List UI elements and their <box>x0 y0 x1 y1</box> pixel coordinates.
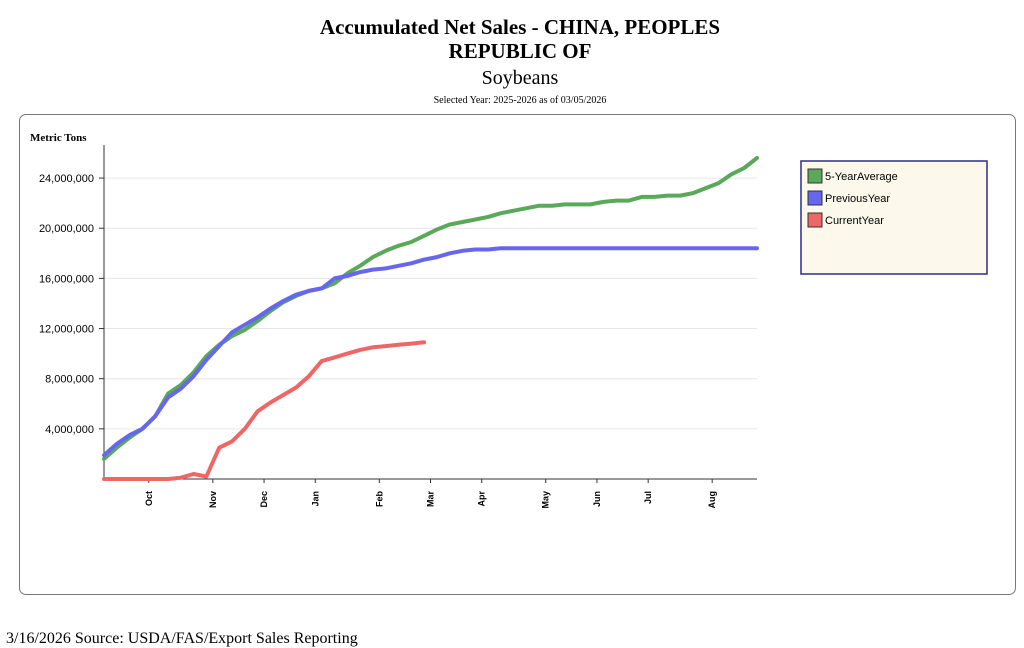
y-tick-label: 12,000,000 <box>39 324 94 336</box>
source-footer: 3/16/2026 Source: USDA/FAS/Export Sales … <box>6 630 358 647</box>
legend-label: 5-YearAverage <box>825 171 898 183</box>
chart-title-line1: Accumulated Net Sales - CHINA, PEOPLES <box>319 15 721 39</box>
commodity-subtitle: Soybeans <box>481 67 559 89</box>
x-tick-label: Apr <box>477 491 487 507</box>
chart-frame: Metric Tons 4,000,000 8,000,000 12,000,000 1… <box>19 114 1016 595</box>
x-tick-label: Aug <box>707 491 717 509</box>
x-tick-label: Oct <box>144 491 154 506</box>
line-chart: Metric Tons 4,000,000 8,000,000 12,000,000 1… <box>30 132 988 509</box>
legend-label: PreviousYear <box>825 193 890 205</box>
legend-label: CurrentYear <box>825 215 884 227</box>
x-tick-label: Jan <box>310 491 320 507</box>
chart-title-line2: REPUBLIC OF <box>448 39 592 63</box>
y-tick-label: 20,000,000 <box>39 223 94 235</box>
x-tick-label: Nov <box>208 491 218 508</box>
x-tick-label: Feb <box>374 491 384 508</box>
selected-year-note: Selected Year: 2025-2026 as of 03/05/202… <box>433 95 607 106</box>
legend-swatch <box>807 212 823 228</box>
x-tick-label: Dec <box>259 491 269 508</box>
series-line-1 <box>102 246 759 458</box>
series-line-2 <box>102 340 427 481</box>
y-axis-label: Metric Tons <box>30 132 87 144</box>
y-tick-label: 4,000,000 <box>45 424 94 436</box>
y-tick-label: 16,000,000 <box>39 273 94 285</box>
x-tick-label: Jul <box>643 491 653 504</box>
legend-box <box>800 160 988 275</box>
x-tick-label: May <box>541 491 551 509</box>
legend-swatch <box>807 168 823 184</box>
x-tick-label: Mar <box>426 491 436 508</box>
series-line-0 <box>102 156 759 461</box>
x-tick-label: Jun <box>592 491 602 507</box>
y-tick-label: 24,000,000 <box>39 173 94 185</box>
legend-swatch <box>807 190 823 206</box>
y-tick-label: 8,000,000 <box>45 374 94 386</box>
